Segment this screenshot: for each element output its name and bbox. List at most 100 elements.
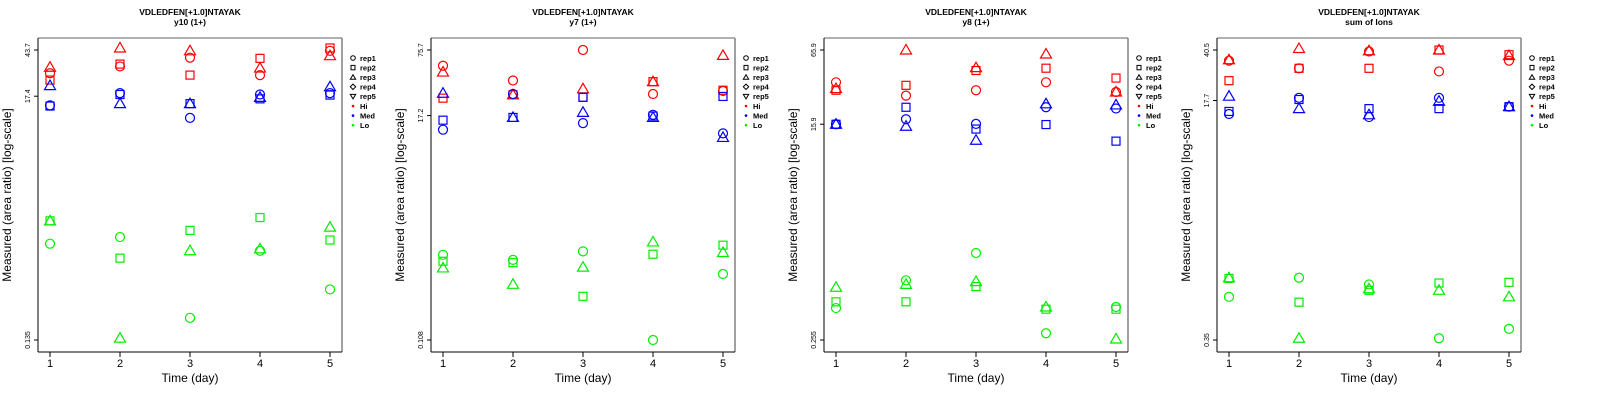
x-tick-label: 4 bbox=[1436, 358, 1442, 370]
data-point-med-rep3 bbox=[1109, 98, 1123, 110]
legend-dot-icon bbox=[1530, 123, 1534, 127]
y-axis-label: Measured (area ratio) [log-scale] bbox=[1179, 108, 1193, 281]
data-point-hi-rep1 bbox=[577, 44, 589, 56]
data-point-med-rep3 bbox=[646, 110, 660, 123]
data-point-hi-rep2 bbox=[1294, 63, 1304, 73]
data-point-hi-rep1 bbox=[1293, 63, 1305, 74]
data-point-med-rep1 bbox=[507, 88, 519, 100]
legend-diamond-icon bbox=[742, 83, 750, 91]
x-tick-label: 2 bbox=[117, 358, 123, 370]
data-point-hi-rep2 bbox=[971, 65, 981, 76]
legend-label: Med bbox=[360, 111, 375, 120]
legend-diamond-icon bbox=[1135, 83, 1143, 91]
data-point-lo-rep2 bbox=[508, 258, 518, 268]
legend-circle-icon bbox=[350, 55, 356, 61]
data-point-hi-rep3 bbox=[183, 44, 197, 56]
y-axis-label: Measured (area ratio) [log-scale] bbox=[0, 108, 14, 281]
data-point-med-rep2 bbox=[1224, 106, 1234, 117]
legend-label: Med bbox=[1146, 111, 1161, 120]
data-point-hi-rep2 bbox=[1111, 73, 1121, 83]
data-point-lo-rep2 bbox=[1504, 277, 1514, 287]
data-point-lo-rep3 bbox=[1502, 290, 1516, 302]
data-point-lo-rep2 bbox=[185, 225, 195, 235]
y-axis-label: Measured (area ratio) [log-scale] bbox=[393, 108, 407, 281]
x-tick-label: 4 bbox=[650, 358, 656, 370]
legend-triangle-down-icon bbox=[349, 93, 357, 100]
data-point-lo-rep1 bbox=[1363, 279, 1375, 290]
data-point-hi-rep3 bbox=[829, 81, 843, 94]
data-point-med-rep3 bbox=[436, 86, 450, 98]
data-point-hi-rep3 bbox=[1502, 48, 1516, 61]
data-point-lo-rep2 bbox=[1294, 297, 1304, 307]
x-tick-label: 4 bbox=[1043, 358, 1049, 370]
data-point-lo-rep1 bbox=[324, 284, 336, 295]
x-tick-label: 3 bbox=[1366, 358, 1372, 370]
data-point-med-rep3 bbox=[253, 90, 267, 102]
data-point-hi-rep2 bbox=[255, 53, 265, 63]
data-point-lo-rep1 bbox=[507, 254, 519, 265]
data-point-lo-rep2 bbox=[438, 256, 448, 266]
data-point-lo-rep3 bbox=[436, 261, 450, 273]
y-tick-label: 0.135 bbox=[25, 331, 32, 349]
legend-dot-icon bbox=[1137, 123, 1141, 127]
legend-dot-icon bbox=[1137, 104, 1141, 108]
legend-circle-icon bbox=[1136, 55, 1142, 61]
data-point-med-rep3 bbox=[1432, 94, 1446, 106]
data-point-lo-rep3 bbox=[43, 214, 57, 226]
data-point-lo-rep1 bbox=[830, 302, 842, 314]
data-point-med-rep1 bbox=[900, 114, 912, 125]
legend-label: rep1 bbox=[1539, 54, 1555, 63]
legend-label: rep3 bbox=[360, 73, 376, 82]
x-axis-label: Time (day) bbox=[1341, 371, 1398, 385]
legend-label: Hi bbox=[360, 102, 368, 111]
data-point-hi-rep1 bbox=[1223, 55, 1235, 66]
y-tick-label: 43.7 bbox=[25, 43, 32, 57]
data-point-lo-rep3 bbox=[253, 242, 267, 254]
data-point-lo-rep1 bbox=[1433, 333, 1445, 344]
data-point-lo-rep1 bbox=[1503, 323, 1515, 334]
x-tick-label: 1 bbox=[833, 358, 839, 370]
legend-label: rep3 bbox=[1146, 73, 1162, 82]
data-point-lo-rep3 bbox=[1362, 282, 1376, 294]
legend-label: Lo bbox=[753, 121, 763, 130]
data-point-med-rep3 bbox=[899, 119, 913, 131]
data-point-med-rep3 bbox=[43, 78, 57, 91]
data-point-lo-rep1 bbox=[44, 238, 56, 249]
data-point-lo-rep3 bbox=[646, 235, 660, 247]
data-point-med-rep2 bbox=[1434, 104, 1444, 114]
data-point-med-rep2 bbox=[1111, 136, 1121, 146]
data-point-med-rep1 bbox=[577, 118, 589, 129]
legend-dot-icon bbox=[351, 114, 355, 117]
legend-triangle-up-icon bbox=[1528, 73, 1536, 80]
x-tick-label: 3 bbox=[187, 358, 193, 370]
data-point-lo-rep1 bbox=[1040, 328, 1052, 339]
data-point-lo-rep1 bbox=[254, 245, 266, 256]
x-tick-label: 5 bbox=[720, 358, 726, 370]
x-tick-label: 3 bbox=[973, 358, 979, 370]
data-point-hi-rep2 bbox=[1041, 63, 1051, 73]
data-point-med-rep2 bbox=[45, 101, 55, 111]
data-point-hi-rep3 bbox=[113, 41, 127, 53]
data-point-lo-rep3 bbox=[899, 277, 913, 289]
data-point-hi-rep3 bbox=[1432, 43, 1446, 55]
legend-dot-icon bbox=[1137, 114, 1141, 117]
data-point-hi-rep1 bbox=[1503, 55, 1515, 66]
data-point-hi-rep2 bbox=[578, 92, 588, 102]
data-point-med-rep3 bbox=[506, 110, 520, 123]
legend-label: rep5 bbox=[1146, 92, 1162, 101]
x-tick-label: 5 bbox=[327, 358, 333, 370]
data-point-med-rep3 bbox=[1502, 99, 1516, 112]
legend-dot-icon bbox=[744, 104, 748, 108]
legend-label: rep2 bbox=[753, 63, 769, 72]
data-point-hi-rep3 bbox=[43, 60, 57, 72]
data-point-hi-rep2 bbox=[1224, 76, 1234, 86]
data-point-hi-rep1 bbox=[1433, 66, 1445, 77]
legend-label: Lo bbox=[1146, 121, 1156, 130]
data-point-hi-rep1 bbox=[970, 85, 982, 96]
x-axis-label: Time (day) bbox=[948, 371, 1005, 385]
data-point-hi-rep3 bbox=[436, 65, 450, 77]
